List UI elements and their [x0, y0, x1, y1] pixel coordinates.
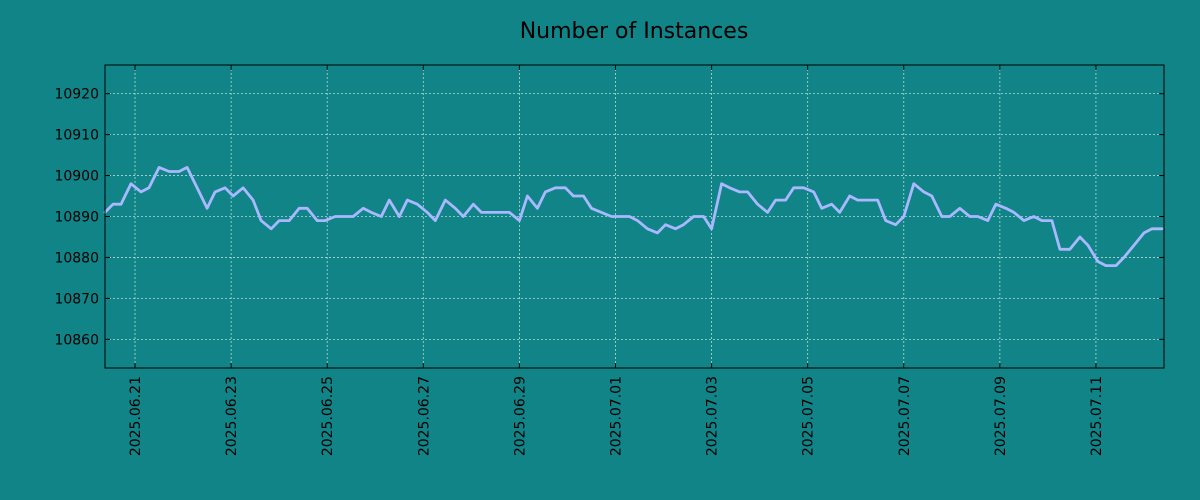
y-tick-label: 10870 — [54, 291, 99, 307]
x-tick-label: 2025.06.27 — [416, 376, 432, 456]
series-layer — [103, 165, 1164, 268]
x-tick-label: 2025.07.11 — [1089, 376, 1105, 456]
y-tick-label: 10860 — [54, 332, 99, 348]
x-tick-label: 2025.07.07 — [897, 376, 913, 456]
x-tick-label: 2025.07.05 — [801, 376, 817, 456]
x-tick-label: 2025.06.21 — [128, 376, 144, 456]
x-axis: 2025.06.21 2025.06.23 2025.06.25 2025.06.27… — [128, 65, 1105, 456]
chart-title: Number of Instances — [520, 19, 749, 44]
x-tick-label: 2025.07.09 — [993, 376, 1009, 456]
x-tick-label: 2025.06.29 — [512, 376, 528, 456]
x-tick-label: 2025.06.23 — [224, 376, 240, 456]
x-tick-label: 2025.06.25 — [320, 376, 336, 456]
y-tick-label: 10900 — [54, 169, 99, 185]
gridlines — [105, 65, 1164, 368]
y-axis: 10860 10870 10880 10890 10900 10910 10920 — [54, 87, 1164, 348]
x-tick-label: 2025.07.03 — [705, 376, 721, 456]
y-tick-label: 10920 — [54, 87, 99, 103]
y-tick-label: 10880 — [54, 250, 99, 266]
series-line — [103, 165, 1164, 268]
y-tick-label: 10910 — [54, 128, 99, 144]
y-tick-label: 10890 — [54, 210, 99, 226]
x-tick-label: 2025.07.01 — [608, 376, 624, 456]
